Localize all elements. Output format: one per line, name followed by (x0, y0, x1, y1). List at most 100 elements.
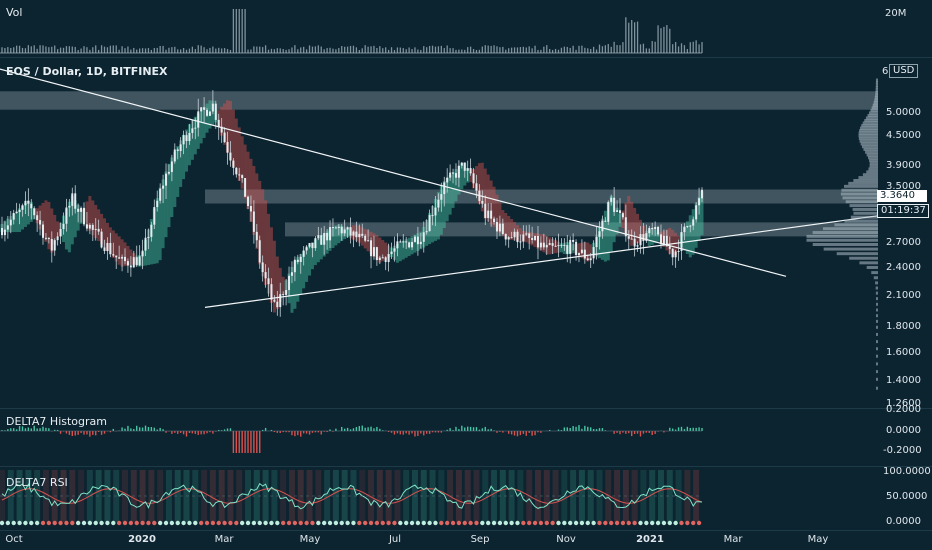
candle-body (484, 203, 487, 218)
cloud-segment (477, 163, 481, 204)
candle-body (683, 226, 686, 233)
cloud-segment (114, 233, 118, 262)
candle-body (457, 165, 460, 178)
price-y-tick-partial: 6. (882, 66, 892, 77)
rsi-signal-dot (116, 520, 122, 526)
candle-body (211, 103, 214, 112)
candle-body (651, 227, 654, 230)
rsi-signal-dot (655, 520, 661, 526)
rsi-background-stripe (631, 470, 638, 522)
candle-body (659, 234, 662, 245)
volume-profile-bar (859, 139, 878, 143)
rsi-signal-dot (193, 520, 198, 526)
cloud-segment (173, 151, 177, 208)
currency-badge[interactable]: USD (889, 64, 919, 78)
candle-body (270, 284, 273, 300)
candle-body (580, 249, 583, 254)
cloud-segment (240, 136, 244, 189)
candle-body (534, 235, 537, 240)
rsi-signal-dot (685, 520, 690, 526)
x-axis-label: Oct (5, 534, 23, 545)
candle-body (557, 245, 560, 247)
rsi-signal-dot (491, 520, 497, 526)
candle-body (176, 149, 179, 152)
candle-body (387, 254, 390, 263)
rsi-signal-dot (58, 520, 63, 526)
volume-profile-bar (862, 173, 878, 177)
rsi-signal-dot (609, 520, 614, 526)
volume-profile-bar (858, 137, 878, 140)
candle-body (554, 245, 557, 247)
cloud-segment (378, 237, 382, 263)
rsi-background-stripe (139, 470, 146, 522)
candle-body (138, 256, 141, 266)
rsi-background-stripe (596, 470, 603, 522)
cloud-segment (164, 171, 168, 238)
candle-body (59, 229, 62, 237)
candle-body (214, 103, 217, 120)
candle-body (504, 233, 507, 240)
cloud-segment (296, 256, 300, 302)
candle-body (601, 220, 604, 232)
cloud-segment (176, 146, 180, 197)
candle-body (604, 220, 607, 222)
x-axis-label: Mar (723, 534, 743, 545)
volume-profile-bar (858, 134, 878, 138)
candle-body (686, 225, 689, 227)
candle-body (311, 242, 314, 249)
candle-body (47, 237, 50, 240)
candle-body (68, 205, 71, 208)
volume-profile-bar (865, 150, 878, 154)
candle-body (507, 237, 510, 240)
candle-body (173, 149, 176, 162)
candle-body (340, 226, 343, 234)
volume-profile-bar (840, 192, 878, 196)
rsi-signal-dot (585, 520, 590, 526)
volume-profile-bar (875, 281, 878, 285)
cloud-segment (255, 173, 259, 250)
candle-body (364, 235, 367, 241)
rsi-signal-dot (480, 520, 485, 526)
volume-profile-bar (858, 176, 878, 180)
candle-body (33, 208, 36, 216)
cloud-segment (650, 227, 654, 245)
rsi-signal-dot (17, 520, 22, 526)
rsi-background-stripe (403, 470, 410, 522)
candle-body (443, 182, 446, 195)
rsi-signal-dot (526, 520, 532, 526)
rsi-signal-dot (105, 520, 110, 526)
candle-body (516, 231, 519, 243)
cloud-segment (258, 180, 262, 265)
rsi-signal-dot (439, 520, 444, 526)
volume-profile-bar (806, 234, 878, 238)
rsi-signal-dot (316, 520, 321, 526)
volume-profile-bar (872, 103, 878, 107)
rsi-background-stripe (324, 470, 331, 522)
candle-body (91, 224, 94, 230)
candle-body (425, 231, 428, 233)
rsi-background-stripe (25, 470, 32, 522)
cloud-segment (630, 201, 634, 246)
rsi-signal-dot (398, 520, 403, 526)
rsi-signal-dot (691, 520, 696, 526)
candle-body (323, 232, 326, 245)
symbol-title[interactable]: EOS / Dollar, 1D, BITFINEX (6, 65, 168, 78)
cloud-segment (653, 229, 657, 244)
volume-profile-bar (875, 314, 878, 318)
cloud-segment (205, 103, 209, 133)
cloud-segment (697, 197, 701, 242)
cloud-segment (401, 240, 405, 260)
cloud-segment (161, 179, 165, 249)
candle-body (188, 132, 191, 142)
candle-body (367, 240, 370, 242)
rsi-signal-dot (562, 520, 567, 526)
candle-body (627, 236, 630, 239)
rsi-signal-dot (210, 520, 216, 526)
volume-profile-bar (876, 332, 878, 336)
cloud-segment (105, 222, 109, 252)
rsi-signal-dot (187, 520, 192, 526)
rsi-background-stripe (7, 470, 14, 522)
rsi-signal-dot (427, 520, 432, 526)
rsi-signal-dot (538, 520, 544, 526)
